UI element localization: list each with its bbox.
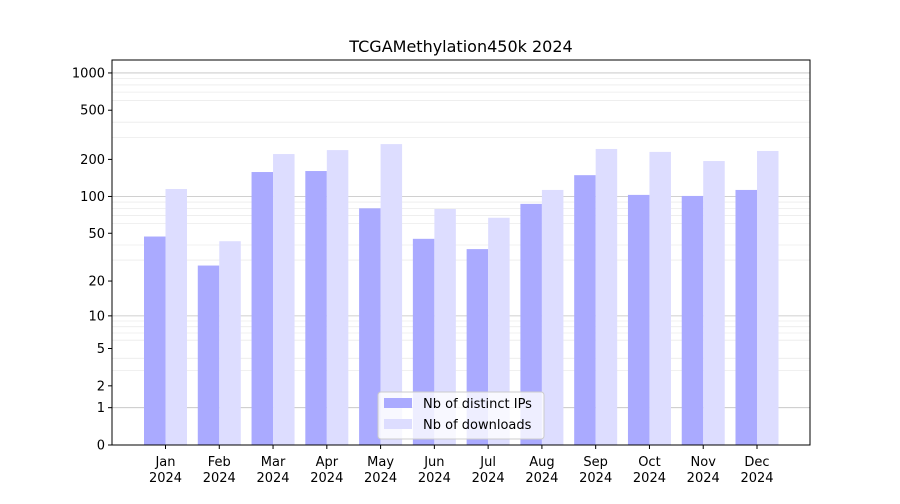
bar-downloads-jul (488, 217, 510, 445)
legend-swatch (384, 398, 412, 408)
y-tick-label: 100 (80, 190, 105, 205)
bar-distinct-ips-jan (144, 236, 166, 445)
legend-label: Nb of distinct IPs (423, 397, 532, 412)
bar-downloads-sep (595, 148, 618, 445)
bar-distinct-ips-dec (735, 189, 757, 445)
y-tick-label: 1 (97, 401, 105, 416)
x-tick-label: May 2024 (364, 455, 397, 486)
legend-box (377, 391, 545, 440)
bar-downloads-mar (273, 154, 295, 445)
chart-title: TCGAMethylation450k 2024 (348, 37, 572, 56)
y-tick-label: 5 (97, 342, 105, 357)
x-tick-label: Oct 2024 (633, 455, 666, 486)
bar-downloads-feb (219, 241, 241, 445)
y-tick-label: 20 (88, 275, 105, 290)
x-tick-label: Aug 2024 (525, 455, 558, 486)
bar-distinct-ips-may (359, 208, 381, 445)
bar-distinct-ips-mar (251, 172, 274, 445)
legend-swatch (384, 419, 412, 429)
bar-downloads-aug (541, 189, 564, 445)
bar-downloads-jun (434, 209, 456, 445)
bar-downloads-apr (326, 150, 349, 445)
y-tick-label: 2 (97, 379, 105, 394)
plot-frame (111, 59, 811, 446)
bar-downloads-nov (703, 161, 725, 445)
x-tick-label: Dec 2024 (740, 455, 773, 486)
x-tick-label: Feb 2024 (203, 455, 236, 486)
x-tick-label: Jul 2024 (472, 455, 505, 486)
y-tick-label: 500 (80, 104, 105, 119)
bar-downloads-may (380, 144, 403, 445)
bar-downloads-dec (757, 150, 779, 445)
x-tick-label: Sep 2024 (579, 455, 612, 486)
legend: Nb of distinct IPs Nb of downloads (377, 391, 545, 440)
bar-distinct-ips-apr (305, 171, 327, 445)
x-tick-label: Mar 2024 (256, 455, 289, 486)
bar-downloads-jan (165, 189, 187, 445)
y-tick-label: 0 (97, 439, 105, 454)
bars (144, 144, 779, 446)
x-tick-label: Jan 2024 (149, 455, 182, 486)
bar-downloads-oct (649, 151, 671, 446)
bar-distinct-ips-oct (627, 194, 650, 445)
bar-distinct-ips-sep (574, 175, 596, 445)
y-tick-label: 50 (88, 227, 105, 242)
bar-distinct-ips-feb (197, 265, 220, 445)
x-tick-label: Apr 2024 (310, 455, 343, 486)
bar-distinct-ips-aug (520, 203, 542, 445)
axes: 0 1 2 5 10 20 50 100 200 500 1000 Jan 2024 Feb 2024 Mar… (72, 59, 811, 486)
y-tick-label: 200 (80, 153, 105, 168)
bar-distinct-ips-nov (681, 195, 704, 445)
x-tick-label: Nov 2024 (687, 455, 720, 486)
y-tick-label: 1000 (72, 66, 105, 81)
x-tick-label: Jun 2024 (418, 455, 451, 486)
legend-label: Nb of downloads (423, 418, 532, 433)
y-tick-label: 10 (88, 309, 105, 324)
